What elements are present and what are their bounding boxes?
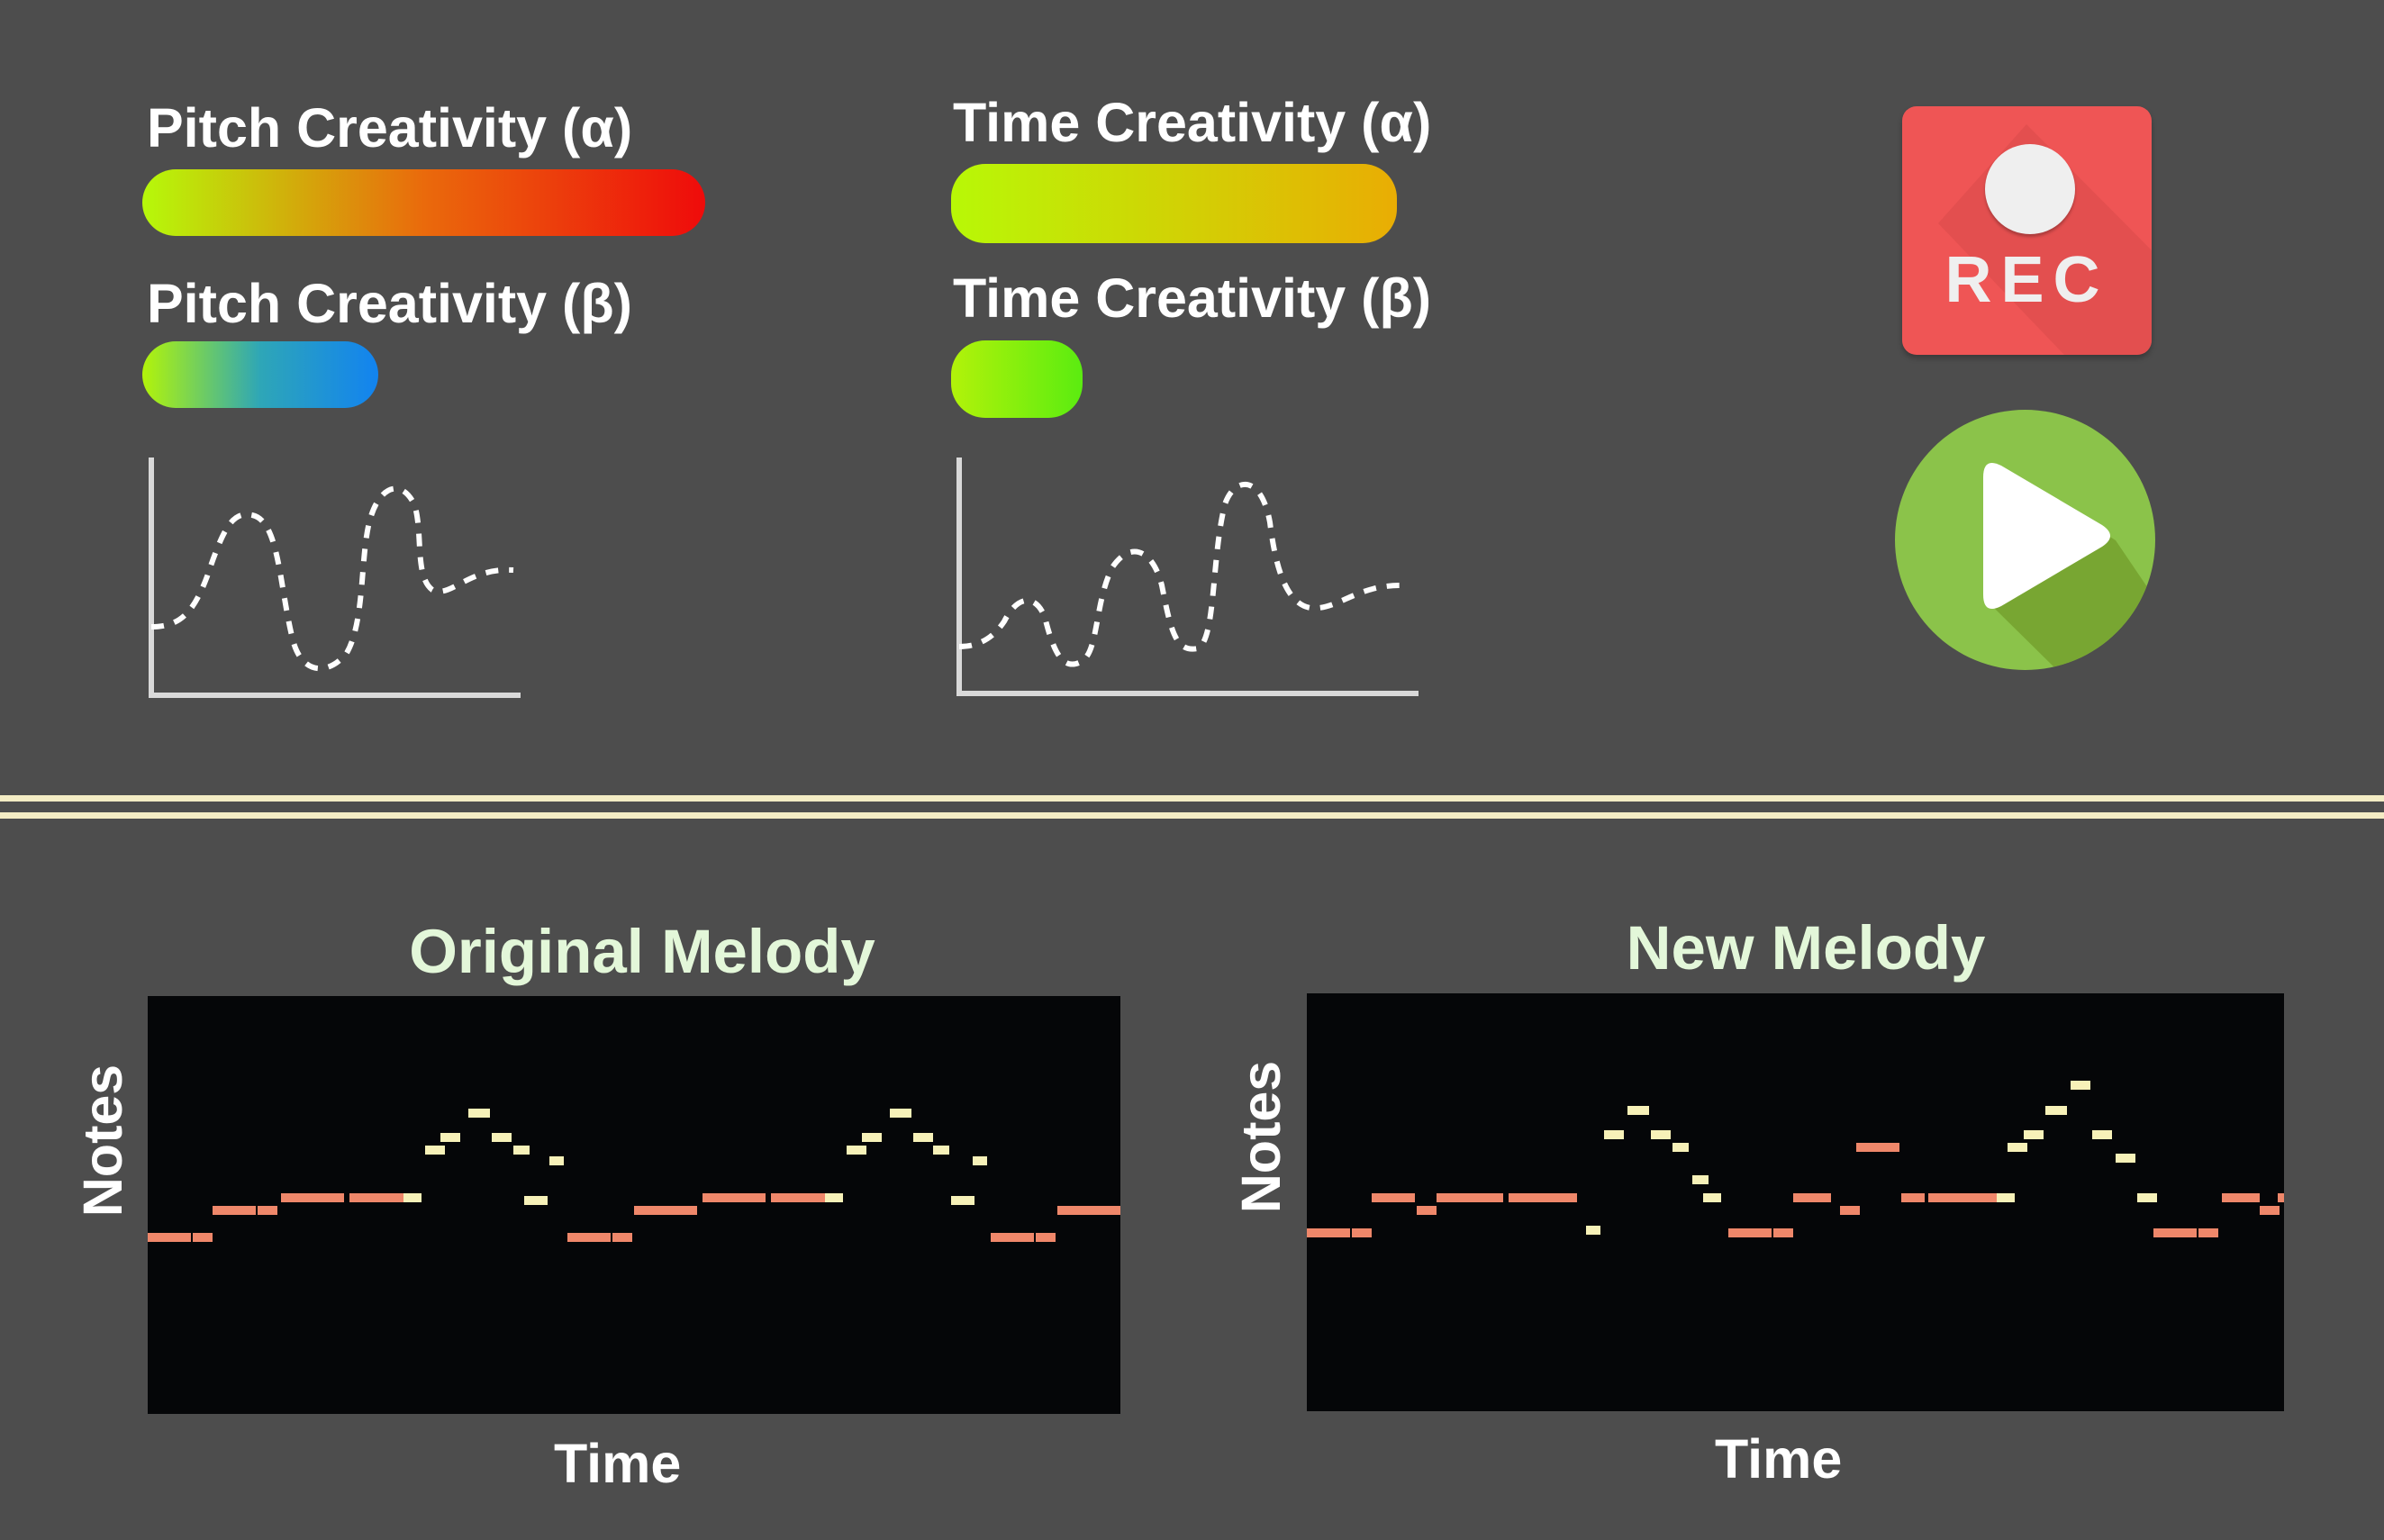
- new-melody-note: [1372, 1193, 1415, 1202]
- original-melody-note: [349, 1193, 403, 1202]
- new-melody-note: [1509, 1193, 1559, 1202]
- new-melody-note: [1728, 1228, 1772, 1237]
- original-melody-note: [549, 1156, 564, 1165]
- new-melody-note: [1307, 1228, 1350, 1237]
- original-melody-note: [148, 1233, 191, 1242]
- new-notes-label: Notes: [1230, 1060, 1292, 1214]
- new-melody-note: [2071, 1081, 2090, 1090]
- original-melody-note: [973, 1156, 987, 1165]
- original-piano-roll: [148, 996, 1120, 1414]
- record-label: REC: [1944, 244, 2109, 316]
- original-notes-label: Notes: [72, 1064, 133, 1218]
- new-melody-note: [1901, 1193, 1925, 1202]
- new-melody-note: [1997, 1193, 2015, 1202]
- original-melody-note: [825, 1193, 843, 1202]
- new-melody-note: [1627, 1106, 1649, 1115]
- original-melody-note: [281, 1193, 344, 1202]
- original-time-label: Time: [554, 1433, 682, 1494]
- new-melody-note: [2222, 1193, 2260, 1202]
- original-melody-title: Original Melody: [409, 917, 875, 986]
- pitch-alpha-slider[interactable]: [142, 169, 705, 236]
- original-melody-note: [847, 1146, 866, 1155]
- original-melody-note: [913, 1133, 933, 1142]
- new-melody-note: [1856, 1143, 1899, 1152]
- original-melody-note: [468, 1109, 490, 1118]
- new-melody-note: [1437, 1193, 1503, 1202]
- pitch-beta-label: Pitch Creativity (β): [147, 273, 632, 334]
- original-melody-note: [213, 1206, 256, 1215]
- original-melody-note: [862, 1133, 882, 1142]
- new-melody-note: [1559, 1193, 1577, 1202]
- new-melody-note: [1692, 1175, 1709, 1184]
- new-melody-note: [1840, 1206, 1860, 1215]
- original-melody-note: [425, 1146, 445, 1155]
- record-dot-icon: [1985, 144, 2075, 234]
- pitch-beta-slider[interactable]: [142, 341, 378, 408]
- original-melody-note: [440, 1133, 460, 1142]
- new-melody-note: [2008, 1143, 2027, 1152]
- original-melody-note: [1057, 1206, 1101, 1215]
- new-melody-note: [2153, 1228, 2197, 1237]
- new-melody-note: [2137, 1193, 2157, 1202]
- original-melody-note: [991, 1233, 1034, 1242]
- original-melody-note: [1036, 1233, 1056, 1242]
- divider-bottom: [0, 812, 2384, 819]
- new-melody-note: [1928, 1193, 1979, 1202]
- new-melody-note: [1604, 1130, 1624, 1139]
- original-melody-note: [492, 1133, 512, 1142]
- original-melody-note: [258, 1206, 277, 1215]
- original-melody-note: [890, 1109, 911, 1118]
- new-melody-note: [2092, 1130, 2112, 1139]
- divider-top: [0, 795, 2384, 802]
- original-melody-note: [677, 1206, 697, 1215]
- new-melody-note: [1773, 1228, 1793, 1237]
- new-melody-note: [2045, 1106, 2067, 1115]
- new-melody-title: New Melody: [1626, 913, 1986, 983]
- new-melody-note: [1703, 1193, 1721, 1202]
- time-beta-label: Time Creativity (β): [953, 267, 1432, 329]
- new-melody-note: [1793, 1193, 1831, 1202]
- pitch-curve-diagram: [149, 457, 521, 698]
- play-button[interactable]: [1895, 410, 2155, 670]
- original-melody-note: [951, 1196, 974, 1205]
- original-melody-note: [703, 1193, 766, 1202]
- new-melody-note: [1651, 1130, 1671, 1139]
- original-melody-note: [513, 1146, 530, 1155]
- new-melody-note: [1352, 1228, 1372, 1237]
- original-melody-note: [771, 1193, 825, 1202]
- new-melody-note: [2024, 1130, 2044, 1139]
- pitch-alpha-label: Pitch Creativity (α): [147, 97, 633, 159]
- new-melody-note: [2278, 1193, 2284, 1202]
- time-beta-slider[interactable]: [951, 340, 1083, 418]
- new-melody-note: [2198, 1228, 2218, 1237]
- new-melody-note: [1979, 1193, 1997, 1202]
- new-melody-note: [1417, 1206, 1437, 1215]
- new-melody-note: [1672, 1143, 1689, 1152]
- original-melody-note: [193, 1233, 213, 1242]
- time-curve-diagram: [956, 457, 1419, 696]
- record-button[interactable]: REC: [1902, 106, 2152, 355]
- new-piano-roll: [1307, 993, 2284, 1411]
- original-melody-note: [933, 1146, 949, 1155]
- time-alpha-slider[interactable]: [951, 164, 1397, 243]
- original-melody-note: [612, 1233, 632, 1242]
- original-melody-note: [1101, 1206, 1120, 1215]
- time-alpha-label: Time Creativity (α): [953, 92, 1432, 153]
- original-melody-note: [634, 1206, 677, 1215]
- original-melody-note: [524, 1196, 548, 1205]
- play-icon: [1983, 462, 2155, 670]
- new-melody-note: [2260, 1206, 2280, 1215]
- original-melody-note: [403, 1193, 422, 1202]
- new-melody-note: [1586, 1226, 1600, 1235]
- new-time-label: Time: [1715, 1428, 1843, 1490]
- new-melody-note: [2116, 1154, 2135, 1163]
- original-melody-note: [567, 1233, 611, 1242]
